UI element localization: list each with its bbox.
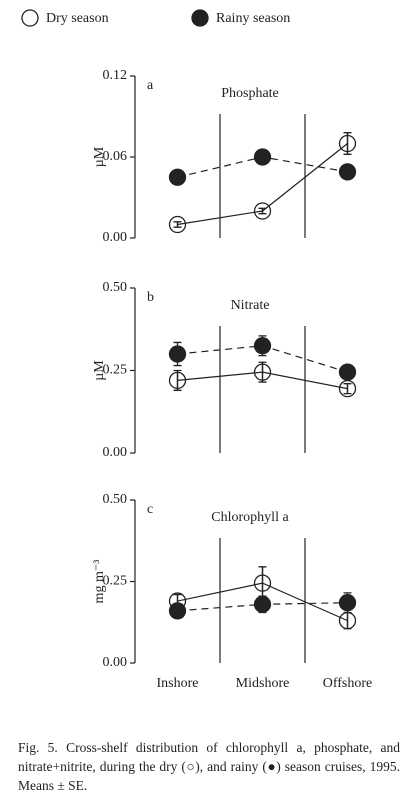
y-tick-label: 0.00 bbox=[103, 655, 128, 670]
data-point bbox=[338, 363, 357, 381]
x-tick-label: Midshore bbox=[236, 676, 290, 691]
y-tick-label: 0.25 bbox=[103, 363, 128, 378]
panel-title: Phosphate bbox=[221, 86, 279, 101]
data-point bbox=[168, 345, 187, 363]
y-tick-label: 0.12 bbox=[103, 68, 128, 83]
data-point bbox=[168, 602, 187, 620]
data-point bbox=[168, 215, 187, 234]
data-point bbox=[168, 168, 187, 186]
data-point bbox=[253, 595, 272, 613]
panel-label: b bbox=[147, 290, 154, 305]
panel-title: Chlorophyll a bbox=[211, 510, 289, 525]
y-tick-label: 0.00 bbox=[103, 445, 128, 460]
y-tick-label: 0.50 bbox=[103, 492, 128, 507]
y-tick-label: 0.50 bbox=[103, 280, 128, 295]
panel-label: a bbox=[147, 78, 154, 93]
legend-marker bbox=[191, 9, 209, 27]
x-tick-label: Offshore bbox=[323, 676, 373, 691]
legend-label: Rainy season bbox=[216, 11, 290, 26]
data-point bbox=[338, 594, 357, 612]
y-tick-label: 0.25 bbox=[103, 574, 128, 589]
legend-marker bbox=[21, 9, 39, 27]
caption: Fig. 5. Cross-shelf distribution of chlo… bbox=[18, 740, 400, 793]
x-tick-label: Inshore bbox=[157, 676, 199, 691]
data-point bbox=[253, 337, 272, 355]
y-axis-label: µM bbox=[92, 146, 107, 167]
y-tick-label: 0.06 bbox=[103, 149, 128, 164]
data-point bbox=[253, 148, 272, 166]
legend-label: Dry season bbox=[46, 11, 109, 26]
y-axis-label: µM bbox=[92, 360, 107, 381]
panel-title: Nitrate bbox=[231, 298, 270, 313]
chart: Dry season Rainy season 0.00 0.06 0.12 µM a Pho… bbox=[21, 9, 373, 691]
panel-label: c bbox=[147, 502, 153, 517]
data-point bbox=[253, 202, 272, 220]
y-tick-label: 0.00 bbox=[103, 230, 128, 245]
data-point bbox=[338, 163, 357, 181]
y-axis-label: mg m⁻³ bbox=[92, 560, 107, 604]
